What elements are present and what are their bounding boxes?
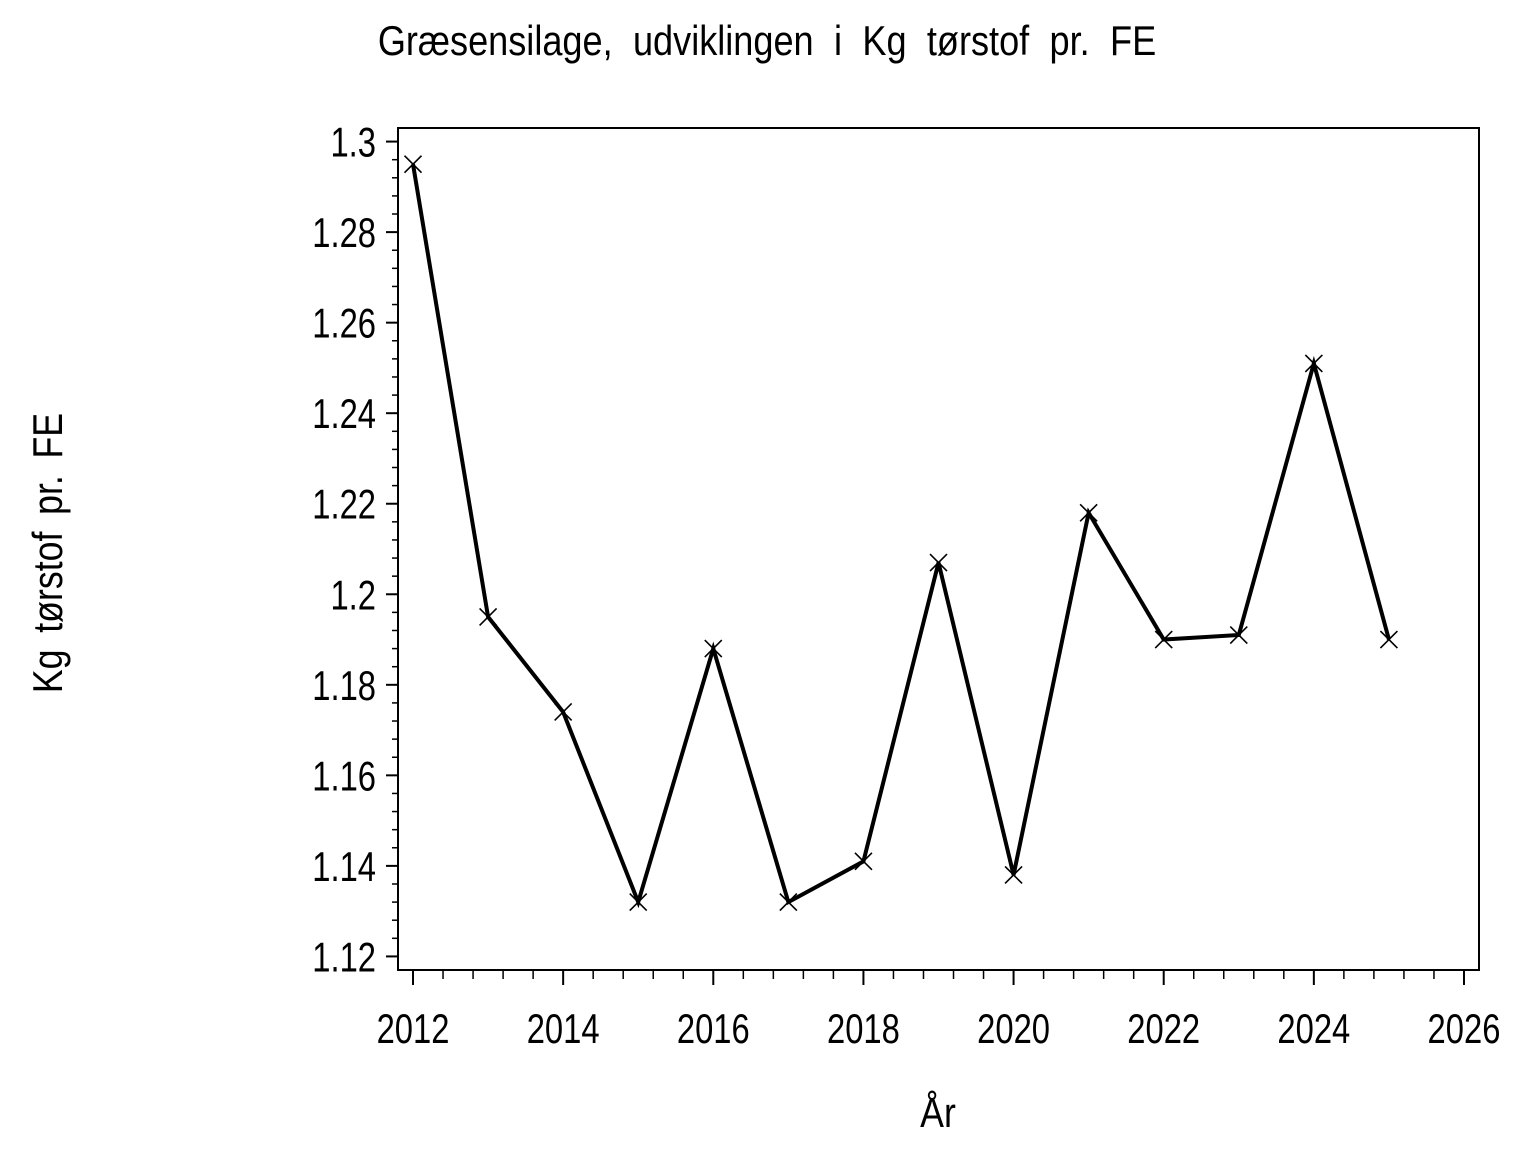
y-tick-label: 1.28 bbox=[312, 209, 376, 256]
x-tick-label: 2014 bbox=[527, 1005, 600, 1052]
x-tick-label: 2026 bbox=[1428, 1005, 1501, 1052]
data-point-marker bbox=[1004, 865, 1023, 885]
y-tick-label: 1.24 bbox=[312, 390, 376, 437]
y-tick-label: 1.26 bbox=[312, 300, 376, 347]
x-tick-label: 2020 bbox=[977, 1005, 1050, 1052]
data-point-marker bbox=[779, 893, 798, 912]
x-tick-label: 2012 bbox=[377, 1005, 450, 1052]
x-tick-label: 2018 bbox=[827, 1005, 900, 1052]
data-point-marker bbox=[629, 893, 648, 912]
data-point-marker bbox=[704, 639, 723, 658]
y-tick-label: 1.2 bbox=[330, 571, 376, 618]
data-point-marker bbox=[1079, 503, 1098, 522]
x-axis-label: År bbox=[920, 1089, 956, 1136]
data-point-marker bbox=[554, 702, 573, 722]
y-tick-label: 1.18 bbox=[312, 662, 376, 709]
x-tick-label: 2022 bbox=[1127, 1005, 1200, 1052]
x-tick-label: 2024 bbox=[1277, 1005, 1350, 1052]
plot-border bbox=[397, 127, 1480, 971]
data-point-marker bbox=[1379, 630, 1398, 649]
data-point-marker bbox=[929, 553, 948, 572]
data-point-marker bbox=[1304, 354, 1323, 373]
x-tick-label: 2016 bbox=[677, 1005, 750, 1052]
y-tick-label: 1.3 bbox=[330, 119, 376, 166]
x-axis: 2012 2014 2016 2018 2020 2022 2024 2026 bbox=[377, 970, 1501, 1052]
y-tick-label: 1.22 bbox=[312, 481, 376, 528]
data-point-marker bbox=[1154, 630, 1173, 649]
data-series bbox=[403, 155, 1398, 912]
y-tick-label: 1.12 bbox=[312, 934, 376, 981]
y-axis-label: Kg tørstof pr. FE bbox=[25, 413, 71, 693]
y-axis: 1.12 1.14 1.16 1.18 1.2 1.22 1.24 1.26 1.28 1.3 bbox=[312, 119, 398, 981]
data-point-marker bbox=[403, 155, 423, 174]
plot-frame bbox=[397, 127, 1480, 971]
chart-title: Græsensilage, udviklingen i Kg tørstof p… bbox=[378, 19, 1156, 65]
data-line bbox=[411, 163, 1391, 909]
data-point-marker bbox=[1229, 625, 1248, 645]
y-tick-label: 1.14 bbox=[312, 843, 376, 890]
y-tick-label: 1.16 bbox=[312, 752, 376, 799]
data-point-marker bbox=[854, 852, 873, 871]
data-point-marker bbox=[479, 607, 498, 626]
